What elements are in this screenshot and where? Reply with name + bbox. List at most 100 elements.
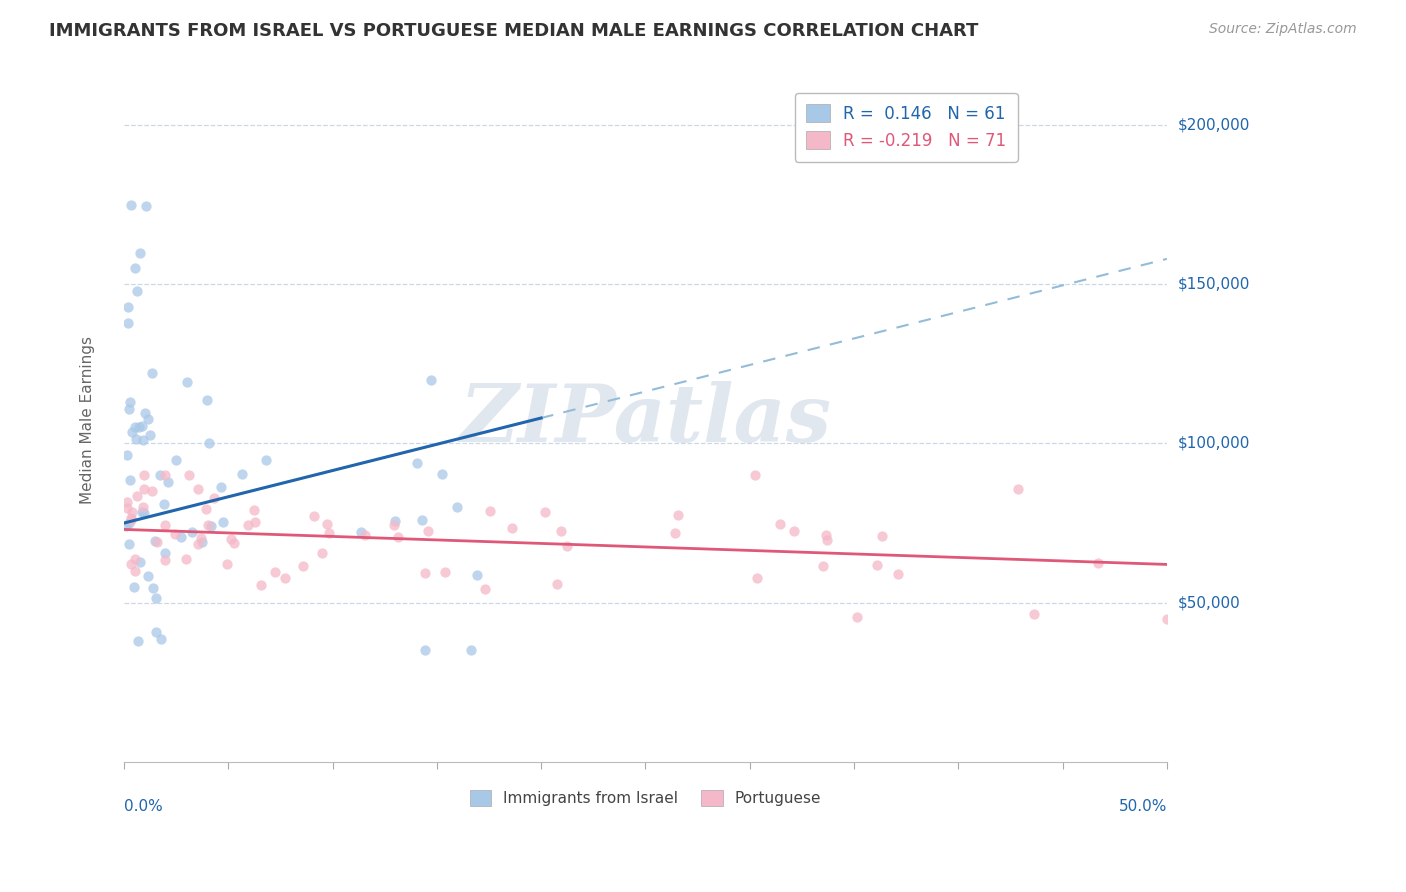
Point <box>420 373 443 387</box>
Point <box>430 467 453 481</box>
Point <box>129 555 152 569</box>
Point <box>120 513 142 527</box>
Point <box>550 524 572 538</box>
Point <box>132 433 155 447</box>
Point <box>415 643 437 657</box>
Point <box>141 484 163 499</box>
Point <box>666 508 689 522</box>
Point <box>238 517 260 532</box>
Point <box>131 505 153 519</box>
Point <box>117 516 139 530</box>
Point <box>132 468 155 483</box>
Point <box>198 436 221 450</box>
Point <box>128 245 150 260</box>
Point <box>187 536 209 550</box>
Point <box>242 502 264 516</box>
Point <box>413 566 436 580</box>
Point <box>179 468 201 483</box>
Point <box>134 482 156 496</box>
Point <box>304 509 326 524</box>
Point <box>555 539 578 553</box>
Point <box>318 525 340 540</box>
Point <box>197 517 219 532</box>
Point <box>870 529 893 543</box>
Point <box>815 533 838 547</box>
Point <box>149 468 172 483</box>
Point <box>273 571 295 585</box>
Point <box>1022 607 1045 622</box>
Text: Source: ZipAtlas.com: Source: ZipAtlas.com <box>1209 22 1357 37</box>
Point <box>664 525 686 540</box>
Point <box>264 565 287 579</box>
Point <box>132 506 155 520</box>
Point <box>174 551 197 566</box>
Point <box>350 524 373 539</box>
Point <box>195 393 218 408</box>
Point <box>1156 611 1178 625</box>
Point <box>115 448 138 462</box>
Point <box>121 198 143 212</box>
Point <box>120 394 142 409</box>
Point <box>131 418 153 433</box>
Text: 0.0%: 0.0% <box>124 799 163 814</box>
Point <box>866 558 889 573</box>
Point <box>121 425 143 440</box>
Point <box>145 625 167 640</box>
Point <box>132 500 155 514</box>
Point <box>170 530 193 544</box>
Point <box>474 582 496 596</box>
Point <box>783 524 806 538</box>
Point <box>250 578 273 592</box>
Point <box>134 406 156 420</box>
Point <box>121 505 143 519</box>
Point <box>316 517 339 532</box>
Point <box>139 428 162 442</box>
Point <box>136 412 159 426</box>
Point <box>813 559 835 574</box>
Point <box>546 576 568 591</box>
Point <box>815 528 838 542</box>
Text: ZIPatlas: ZIPatlas <box>460 381 831 458</box>
Point <box>231 467 253 481</box>
Point <box>145 591 167 606</box>
Point <box>887 567 910 582</box>
Point <box>125 284 148 298</box>
Point <box>146 534 169 549</box>
Point <box>149 632 172 646</box>
Point <box>127 634 149 648</box>
Point <box>479 504 502 518</box>
Point <box>124 420 146 434</box>
Point <box>127 489 149 503</box>
Point <box>769 517 792 532</box>
Point <box>153 497 176 511</box>
Point <box>416 524 439 539</box>
Text: $50,000: $50,000 <box>1178 595 1240 610</box>
Text: $100,000: $100,000 <box>1178 436 1250 451</box>
Point <box>387 530 409 544</box>
Point <box>533 505 555 519</box>
Point <box>153 546 176 560</box>
Point <box>120 557 142 571</box>
Point <box>120 474 142 488</box>
Point <box>845 609 868 624</box>
Point <box>501 521 523 535</box>
Text: Median Male Earnings: Median Male Earnings <box>80 335 94 504</box>
Point <box>122 580 145 594</box>
Text: $150,000: $150,000 <box>1178 277 1250 292</box>
Point <box>120 510 142 524</box>
Text: IMMIGRANTS FROM ISRAEL VS PORTUGUESE MEDIAN MALE EARNINGS CORRELATION CHART: IMMIGRANTS FROM ISRAEL VS PORTUGUESE MED… <box>49 22 979 40</box>
Point <box>136 569 159 583</box>
Point <box>165 527 187 541</box>
Point <box>118 536 141 550</box>
Point <box>434 565 457 579</box>
Point <box>354 528 377 542</box>
Point <box>191 534 214 549</box>
Point <box>291 558 314 573</box>
Legend: Immigrants from Israel, Portuguese: Immigrants from Israel, Portuguese <box>464 783 827 813</box>
Point <box>142 581 165 595</box>
Point <box>115 495 138 509</box>
Point <box>125 432 148 446</box>
Point <box>406 456 429 470</box>
Point <box>1087 556 1109 570</box>
Point <box>124 552 146 566</box>
